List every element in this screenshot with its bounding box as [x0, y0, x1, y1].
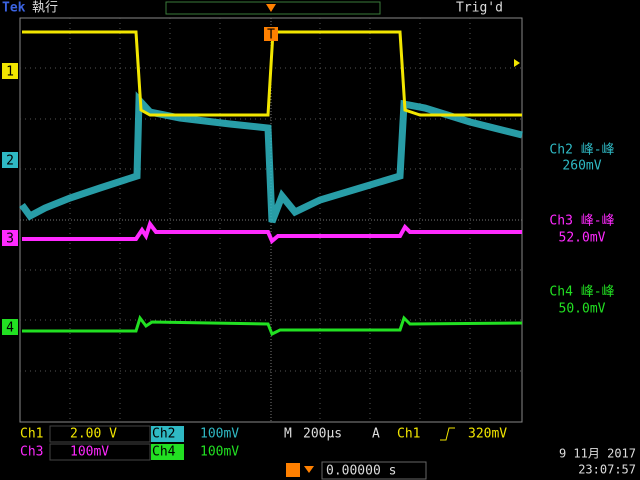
- trigger-marker-label: T: [267, 28, 275, 43]
- measurement-value: 50.0mV: [559, 302, 606, 317]
- trigger-source: Ch1: [397, 427, 420, 442]
- ch3-scale: 100mV: [70, 445, 109, 460]
- ch2-marker-label: 2: [6, 154, 14, 169]
- ch1-marker: [2, 63, 18, 79]
- measurement-label: Ch4 峰-峰: [549, 285, 614, 300]
- ch2-marker: [2, 152, 18, 168]
- position-arrow: [304, 466, 314, 473]
- measurement-label: Ch3 峰-峰: [549, 214, 614, 229]
- ch4-marker: [2, 319, 18, 335]
- timebase-label: M: [284, 427, 292, 442]
- ch1-marker-label: 1: [6, 65, 14, 80]
- ch2-scale: 100mV: [200, 427, 239, 442]
- ch2-tag: [151, 426, 184, 442]
- acquisition-state: 執行: [32, 0, 58, 16]
- ch1-waveform: [22, 30, 522, 117]
- ch3-marker: [2, 230, 18, 246]
- trigger-level: 320mV: [468, 427, 507, 442]
- ch1-scale: 2.00 V: [70, 427, 117, 442]
- horizontal-position: 0.00000 s: [326, 464, 396, 479]
- date: 9 11月 2017: [559, 447, 636, 461]
- ch2-name: Ch2: [152, 427, 175, 442]
- trigger-mode: A: [372, 427, 380, 442]
- position-icon: [286, 463, 300, 477]
- ch4-waveform: [22, 314, 523, 337]
- trigger-level-arrow: [514, 59, 520, 67]
- ch3-marker-label: 3: [6, 232, 14, 247]
- brand: Tek: [2, 1, 26, 16]
- measurement-value: 52.0mV: [559, 231, 606, 246]
- measurement-label: Ch2 峰-峰: [549, 143, 614, 158]
- measurement-value: 260mV: [562, 159, 601, 174]
- trigger-slope: [440, 427, 455, 441]
- time: 23:07:57: [578, 463, 636, 477]
- timebase-value: 200µs: [303, 427, 342, 442]
- ch3-name: Ch3: [20, 445, 43, 460]
- trigger-pos-arrow: [266, 4, 276, 12]
- trigger-marker: [264, 27, 278, 41]
- ch1-name: Ch1: [20, 427, 43, 442]
- trigger-status: Trig'd: [456, 1, 503, 16]
- ch4-name: Ch4: [152, 445, 176, 460]
- ch2-waveform: [19, 91, 523, 224]
- position-box: [321, 461, 427, 480]
- ch4-scale: 100mV: [200, 445, 239, 460]
- record-bar: [165, 1, 381, 15]
- ch3-box: [49, 443, 151, 461]
- ch3-waveform: [22, 219, 522, 245]
- ch1-box: [49, 425, 151, 443]
- ch4-tag: [151, 444, 184, 460]
- ch4-marker-label: 4: [6, 321, 14, 336]
